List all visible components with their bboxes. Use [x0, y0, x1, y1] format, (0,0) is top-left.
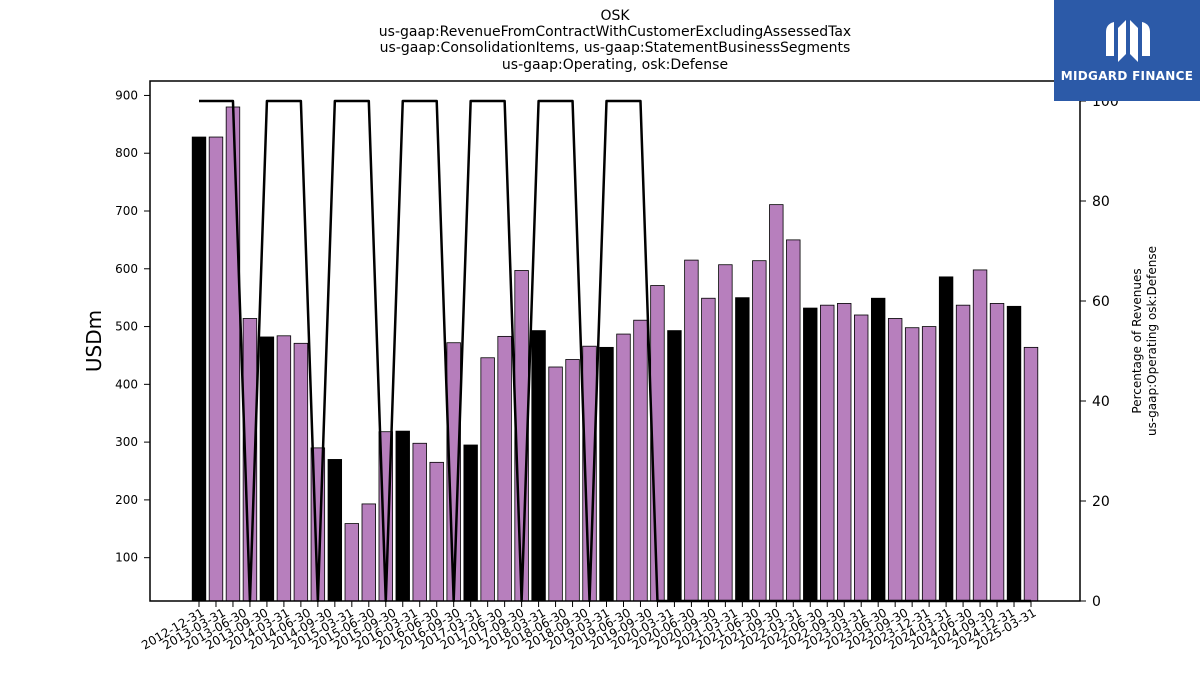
bar: [701, 297, 716, 602]
bar: [718, 264, 733, 602]
y-tick-label: 900: [115, 88, 138, 102]
bar: [921, 326, 937, 602]
bar: [191, 136, 207, 602]
bars-group: [191, 106, 1039, 602]
y-tick-label: 100: [115, 551, 138, 565]
midgard-finance-logo: MIDGARD FINANCE: [1054, 0, 1200, 101]
bar: [208, 136, 224, 602]
midgard-logo-icon: [1106, 20, 1150, 62]
bar: [904, 327, 920, 602]
bar: [820, 304, 835, 602]
bar: [989, 303, 1005, 602]
bar: [327, 459, 343, 602]
bar: [616, 333, 631, 602]
bar: [633, 319, 648, 602]
bar: [803, 307, 818, 602]
bar: [1023, 346, 1039, 602]
title-line-3: us-gaap:ConsolidationItems, us-gaap:Stat…: [380, 40, 851, 56]
y-tick-label: 800: [115, 146, 138, 160]
title-line-2: us-gaap:RevenueFromContractWithCustomerE…: [379, 24, 851, 40]
y-tick-label: 200: [115, 493, 138, 507]
bar: [531, 330, 546, 602]
y-axis-right-label-line-2: us-gaap:Operating osk:Defense: [1145, 246, 1159, 436]
bar: [599, 346, 614, 602]
y-tick-label: 600: [115, 262, 138, 276]
y-axis-label: USDm: [82, 310, 106, 372]
bar: [225, 106, 241, 602]
bar: [259, 336, 275, 602]
bar: [480, 357, 495, 602]
plot-frame: [149, 80, 1081, 602]
bar: [463, 444, 478, 602]
bar: [870, 297, 886, 602]
y-right-tick-label: 40: [1092, 394, 1110, 410]
y-right-tick-label: 0: [1092, 594, 1101, 610]
title-line-4: us-gaap:Operating, osk:Defense: [502, 57, 728, 73]
y-right-tick-label: 60: [1092, 294, 1110, 310]
bar: [548, 366, 563, 602]
chart-title: OSK us-gaap:RevenueFromContractWithCusto…: [379, 8, 851, 73]
bar: [854, 314, 869, 602]
bar: [412, 442, 427, 602]
bar: [955, 304, 971, 602]
bar: [972, 269, 988, 602]
bar: [786, 239, 801, 602]
bar: [565, 359, 580, 602]
bar: [429, 461, 444, 602]
bar: [361, 503, 376, 602]
y-tick-label: 700: [115, 204, 138, 218]
y-axis-left: 100 200 300 400 500 600 700 800 900: [115, 88, 150, 565]
x-axis: 2012-12-312013-03-312013-06-302013-09-30…: [139, 601, 1039, 652]
bar: [1006, 305, 1022, 602]
bar: [938, 276, 954, 602]
bar: [752, 260, 767, 602]
bar: [684, 259, 699, 602]
y-tick-label: 500: [115, 320, 138, 334]
y-tick-label: 300: [115, 435, 138, 449]
bar: [344, 523, 359, 602]
bar: [395, 430, 410, 602]
bar: [667, 330, 682, 602]
bar: [497, 335, 512, 602]
y-right-tick-label: 20: [1092, 494, 1110, 510]
bar: [887, 318, 903, 602]
bar: [293, 342, 309, 602]
bar: [837, 303, 852, 602]
bar: [276, 335, 292, 602]
bar: [735, 297, 750, 602]
bar: [769, 204, 784, 602]
logo-text: MIDGARD FINANCE: [1060, 69, 1194, 83]
title-line-1: OSK: [600, 8, 630, 24]
y-right-tick-label: 80: [1092, 194, 1110, 210]
y-axis-right-label-line-1: Percentage of Revenues: [1130, 268, 1144, 413]
y-tick-label: 400: [115, 377, 138, 391]
